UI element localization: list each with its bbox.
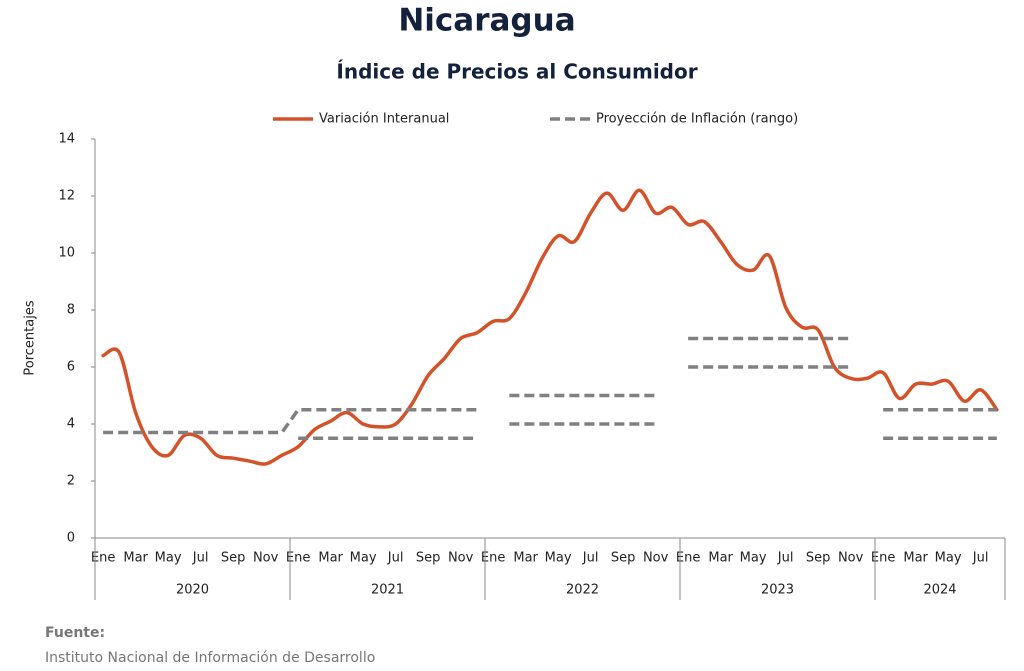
x-tick-label: Jul bbox=[972, 551, 989, 566]
data-line bbox=[101, 188, 999, 466]
footer-label: Fuente: bbox=[45, 625, 105, 641]
x-tick-label: May bbox=[545, 551, 572, 566]
year-label: 2021 bbox=[371, 583, 404, 598]
year-label: 2020 bbox=[176, 583, 209, 598]
x-tick-label: Sep bbox=[611, 551, 636, 566]
x-tick-label: Jul bbox=[582, 551, 599, 566]
x-tick-label: Mar bbox=[513, 551, 538, 566]
x-tick-label: Nov bbox=[253, 551, 279, 566]
x-tick-label: Sep bbox=[416, 551, 441, 566]
x-tick-label: Ene bbox=[91, 551, 115, 566]
x-tick-label: Nov bbox=[838, 551, 864, 566]
x-tick-label: Mar bbox=[123, 551, 148, 566]
x-tick-label: Jul bbox=[777, 551, 794, 566]
x-tick-label: Ene bbox=[481, 551, 505, 566]
y-tick-label: 0 bbox=[67, 531, 75, 546]
y-tick-label: 12 bbox=[58, 189, 75, 204]
x-tick-label: Nov bbox=[448, 551, 474, 566]
y-tick-label: 6 bbox=[67, 360, 75, 375]
x-tick-label: Nov bbox=[643, 551, 669, 566]
x-tick-label: Mar bbox=[708, 551, 733, 566]
legend-label: Proyección de Inflación (rango) bbox=[596, 112, 798, 127]
projection-line bbox=[103, 408, 477, 435]
x-tick-label: May bbox=[155, 551, 182, 566]
y-axis-label: Porcentajes bbox=[23, 300, 38, 375]
footer-source: Instituto Nacional de Información de Des… bbox=[45, 650, 375, 666]
chart-title: Nicaragua bbox=[398, 3, 575, 39]
y-tick-label: 10 bbox=[58, 246, 75, 261]
y-tick-label: 8 bbox=[67, 303, 75, 318]
x-tick-label: Ene bbox=[871, 551, 895, 566]
x-tick-label: Mar bbox=[318, 551, 343, 566]
legend-label: Variación Interanual bbox=[319, 112, 449, 127]
x-tick-label: Ene bbox=[676, 551, 700, 566]
x-tick-label: Sep bbox=[221, 551, 246, 566]
x-tick-label: May bbox=[350, 551, 377, 566]
x-tick-label: Jul bbox=[192, 551, 209, 566]
x-tick-label: May bbox=[740, 551, 767, 566]
y-tick-label: 2 bbox=[67, 474, 75, 489]
y-tick-label: 4 bbox=[67, 417, 75, 432]
y-tick-label: 14 bbox=[58, 132, 75, 147]
x-tick-label: Sep bbox=[806, 551, 831, 566]
year-label: 2022 bbox=[566, 583, 599, 598]
x-tick-label: Mar bbox=[903, 551, 928, 566]
x-tick-label: Jul bbox=[387, 551, 404, 566]
chart-subtitle: Índice de Precios al Consumidor bbox=[336, 60, 697, 84]
x-tick-label: May bbox=[935, 551, 962, 566]
year-label: 2024 bbox=[923, 583, 956, 598]
year-label: 2023 bbox=[761, 583, 794, 598]
x-tick-label: Ene bbox=[286, 551, 310, 566]
